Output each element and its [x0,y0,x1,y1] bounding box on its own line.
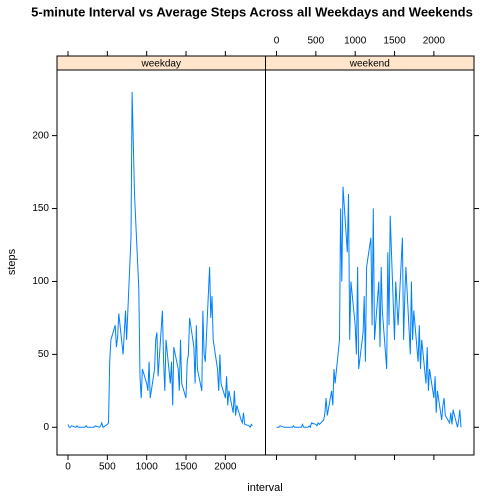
strip-label: weekend [349,59,390,70]
x-tick-label-top: 500 [308,36,325,47]
x-tick-label-top: 1000 [344,36,367,47]
y-tick-label: 100 [32,276,49,287]
y-tick-label: 50 [38,349,50,360]
y-tick-label: 150 [32,203,49,214]
x-tick-label: 0 [65,462,71,473]
x-tick-label: 1500 [175,462,198,473]
x-axis-label: interval [247,482,282,494]
y-tick-label: 0 [43,422,49,433]
y-axis-label: steps [6,248,18,275]
strip-label: weekday [141,59,181,70]
chart-title: 5-minute Interval vs Average Steps Acros… [31,4,473,19]
x-tick-label-top: 2000 [423,36,446,47]
data-line [276,186,462,429]
x-tick-label: 500 [99,462,116,473]
x-tick-label-top: 0 [274,36,280,47]
data-line [67,91,253,429]
y-tick-label: 200 [32,130,49,141]
x-tick-label-top: 1500 [383,36,406,47]
panel-border [265,69,475,456]
x-tick-label: 2000 [214,462,237,473]
x-tick-label: 1000 [136,462,159,473]
